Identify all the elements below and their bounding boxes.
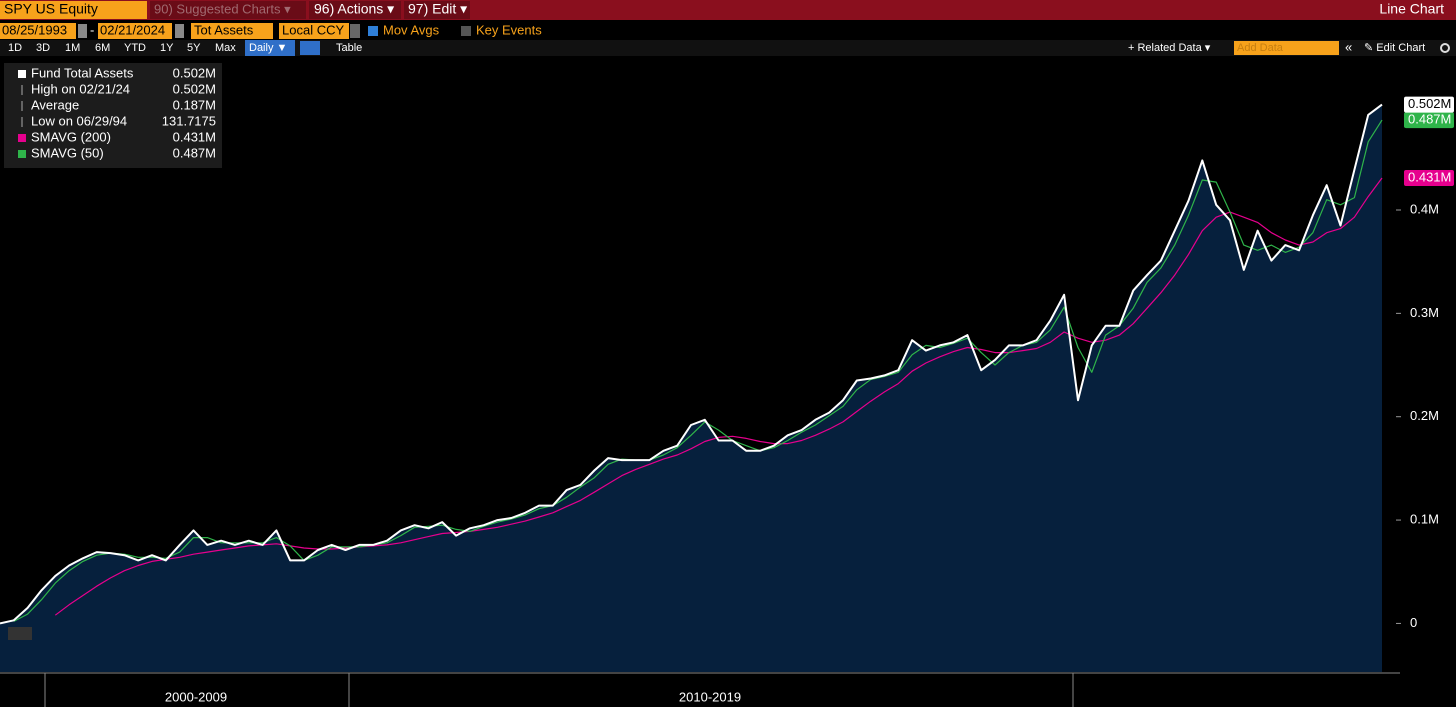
- legend-value: 0.487M: [173, 145, 216, 160]
- currency: Local CCY: [282, 22, 344, 37]
- legend-name: Fund Total Assets: [31, 65, 134, 80]
- suggested-button[interactable]: [150, 1, 306, 19]
- period-button[interactable]: 1Y: [160, 42, 174, 54]
- legend-value: 0.187M: [173, 97, 216, 112]
- end-date: 02/21/2024: [100, 22, 165, 37]
- period-button[interactable]: 6M: [95, 42, 110, 54]
- end-label-box: [1404, 112, 1454, 129]
- y-tick-label: 0.2M: [1410, 408, 1439, 423]
- legend-name: SMAVG (50): [31, 145, 104, 160]
- ticker: SPY US Equity: [4, 1, 98, 17]
- field: Tot Assets: [194, 22, 254, 37]
- frequency[interactable]: Daily ▼: [249, 42, 287, 54]
- currency-select[interactable]: [279, 23, 349, 39]
- actions-button[interactable]: [309, 1, 401, 19]
- chart-style-icon[interactable]: [300, 41, 320, 55]
- edit-chart[interactable]: ✎ Edit Chart: [1364, 42, 1425, 54]
- y-tick-label: 0.3M: [1410, 305, 1439, 320]
- calendar-icon[interactable]: [175, 24, 184, 38]
- x-group-label: 2010-2019: [679, 689, 741, 704]
- start-date: 08/25/1993: [2, 22, 67, 37]
- ticker-field[interactable]: [0, 1, 147, 19]
- y-tick-label: 0: [1410, 615, 1417, 630]
- legend-swatch: [18, 150, 26, 158]
- date-dash: -: [90, 22, 94, 37]
- frequency-button[interactable]: [245, 40, 295, 56]
- y-tick-label: 0.4M: [1410, 201, 1439, 216]
- end-label-box: [1404, 169, 1454, 186]
- legend-swatch: [18, 134, 26, 142]
- legend-value: 131.7175: [162, 113, 216, 128]
- x-group-label: 2000-2009: [165, 689, 227, 704]
- series-line: [0, 103, 1383, 625]
- end-date-field[interactable]: [98, 23, 172, 39]
- series-line: [54, 177, 1383, 616]
- legend-name: High on 02/21/24: [31, 81, 130, 96]
- period-button[interactable]: Max: [215, 42, 236, 54]
- legend-name: SMAVG (200): [31, 129, 111, 144]
- settings-icon[interactable]: [1440, 43, 1450, 53]
- chart-kind: Line Chart: [1379, 1, 1444, 17]
- table-tab[interactable]: Table: [336, 42, 362, 54]
- period-button[interactable]: 3D: [36, 42, 50, 54]
- collapse[interactable]: «: [1345, 39, 1352, 54]
- end-label: 0.431M: [1408, 169, 1451, 184]
- area: [0, 104, 1382, 673]
- mov-avgs[interactable]: Mov Avgs: [383, 22, 440, 37]
- start-date-field[interactable]: [0, 23, 76, 39]
- dropdown-icon[interactable]: [350, 24, 360, 38]
- suggested-charts[interactable]: 90) Suggested Charts ▾: [154, 1, 291, 16]
- add-data[interactable]: Add Data: [1237, 42, 1284, 54]
- period-button[interactable]: YTD: [124, 42, 146, 54]
- legend-value: 0.502M: [173, 81, 216, 96]
- legend: Fund Total Assets 0.502M High on 02/21/24 0…: [4, 63, 222, 168]
- end-label: 0.487M: [1408, 112, 1451, 127]
- period-button[interactable]: 1M: [65, 42, 80, 54]
- legend-value: 0.502M: [173, 65, 216, 80]
- edit[interactable]: 97) Edit ▾: [408, 1, 467, 17]
- field-select[interactable]: [191, 23, 273, 39]
- legend-name: Average: [31, 97, 79, 112]
- edit-button[interactable]: [404, 1, 470, 19]
- actions[interactable]: 96) Actions ▾: [314, 1, 394, 17]
- chart-menu-icon[interactable]: [8, 627, 32, 640]
- period-button[interactable]: 5Y: [187, 42, 201, 54]
- mov-avgs-checkbox[interactable]: [368, 26, 378, 36]
- add-data-field[interactable]: [1234, 41, 1339, 55]
- end-label-box: [1404, 96, 1454, 113]
- legend-value: 0.431M: [173, 129, 216, 144]
- related-data[interactable]: + Related Data ▾: [1128, 42, 1211, 54]
- end-label: 0.502M: [1408, 96, 1451, 111]
- legend-box: [4, 63, 222, 168]
- y-tick-label: 0.1M: [1410, 512, 1439, 527]
- key-events-checkbox[interactable]: [461, 26, 471, 36]
- calendar-icon[interactable]: [78, 24, 87, 38]
- legend-swatch: [18, 70, 26, 78]
- key-events[interactable]: Key Events: [476, 22, 542, 37]
- period-button[interactable]: 1D: [8, 42, 22, 54]
- legend-name: Low on 06/29/94: [31, 113, 127, 128]
- toolbar: [0, 40, 1456, 56]
